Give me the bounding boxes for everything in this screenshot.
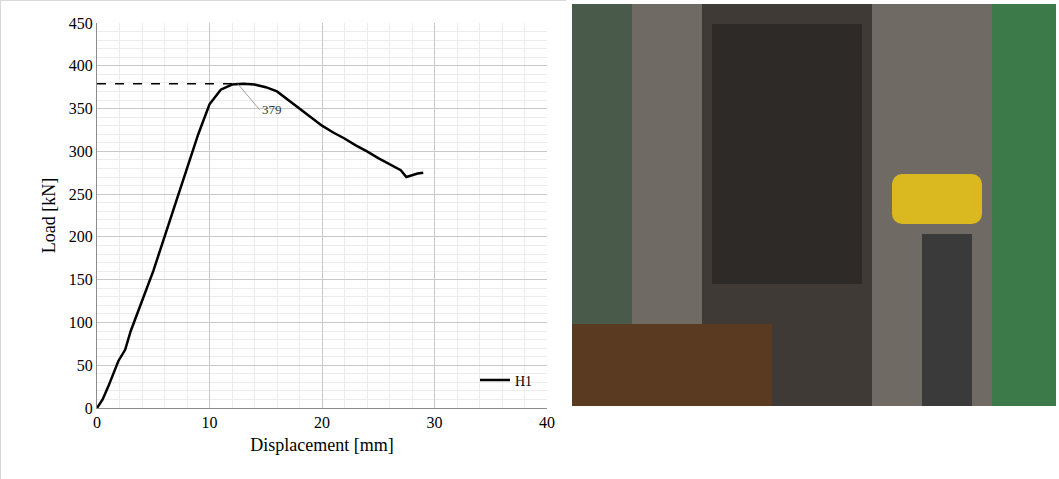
svg-text:Displacement [mm]: Displacement [mm] bbox=[250, 435, 393, 455]
svg-text:350: 350 bbox=[69, 100, 93, 117]
svg-text:30: 30 bbox=[427, 414, 443, 431]
svg-text:100: 100 bbox=[69, 314, 93, 331]
svg-text:300: 300 bbox=[69, 143, 93, 160]
svg-text:50: 50 bbox=[77, 357, 93, 374]
svg-text:150: 150 bbox=[69, 271, 93, 288]
svg-text:379: 379 bbox=[262, 102, 282, 117]
svg-text:250: 250 bbox=[69, 186, 93, 203]
svg-text:40: 40 bbox=[539, 414, 555, 431]
svg-text:20: 20 bbox=[314, 414, 330, 431]
svg-text:10: 10 bbox=[202, 414, 218, 431]
svg-text:200: 200 bbox=[69, 228, 93, 245]
svg-text:H1: H1 bbox=[515, 374, 532, 389]
svg-text:Load [kN]: Load [kN] bbox=[39, 178, 59, 253]
svg-text:0: 0 bbox=[93, 414, 101, 431]
svg-text:0: 0 bbox=[85, 400, 93, 417]
svg-text:400: 400 bbox=[69, 57, 93, 74]
svg-text:450: 450 bbox=[69, 15, 93, 32]
